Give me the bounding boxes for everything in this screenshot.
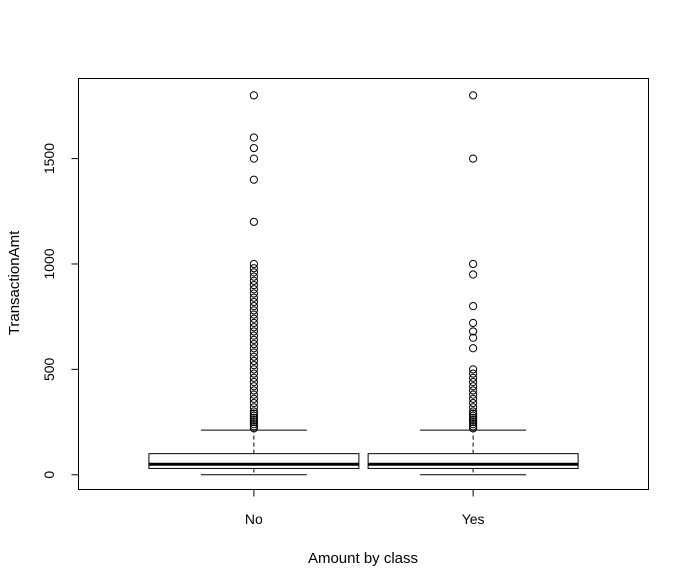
- outlier-point: [249, 264, 258, 273]
- outlier-point: [469, 415, 478, 425]
- outlier-point: [249, 175, 258, 184]
- outlier-point: [249, 280, 258, 290]
- box-yes: [367, 91, 579, 476]
- outlier-point: [249, 285, 258, 294]
- outlier-point: [249, 415, 258, 425]
- outlier-point: [249, 422, 258, 431]
- outlier-point: [249, 314, 258, 323]
- outlier-point: [469, 154, 478, 163]
- outlier-point: [469, 373, 478, 382]
- outlier-point: [469, 403, 478, 412]
- plot-frame: [78, 78, 649, 490]
- outlier-point: [249, 91, 258, 100]
- outlier-point: [249, 331, 258, 340]
- outlier-point: [249, 356, 258, 366]
- x-axis: No Yes: [245, 489, 485, 527]
- outlier-point: [249, 268, 258, 277]
- outlier-point: [469, 365, 478, 374]
- outlier-point: [469, 382, 478, 391]
- iqr-box: [367, 453, 579, 469]
- outlier-point: [469, 318, 478, 328]
- outlier-point: [249, 382, 258, 391]
- outlier-point: [469, 386, 478, 395]
- outlier-point: [249, 417, 258, 427]
- outlier-point: [249, 272, 258, 281]
- outlier-point: [249, 339, 258, 349]
- outlier-point: [469, 369, 478, 378]
- outlier-point: [249, 390, 258, 399]
- outlier-point: [249, 361, 258, 370]
- outlier-point: [469, 333, 478, 342]
- outlier-point: [249, 217, 258, 226]
- iqr-box: [148, 453, 360, 469]
- outlier-point: [249, 394, 258, 403]
- outlier-point: [249, 373, 258, 382]
- outlier-point: [469, 422, 478, 431]
- outlier-point: [469, 91, 478, 100]
- outlier-point: [249, 297, 258, 307]
- outlier-point: [249, 327, 258, 336]
- outlier-point: [469, 413, 478, 422]
- outlier-point: [249, 413, 258, 422]
- outlier-point: [249, 403, 258, 412]
- outlier-point: [249, 386, 258, 395]
- outlier-point: [469, 420, 478, 429]
- box-no: [148, 91, 360, 476]
- outlier-point: [249, 365, 258, 374]
- outlier-point: [249, 398, 258, 408]
- outlier-point: [249, 143, 258, 153]
- outlier-point: [249, 348, 258, 357]
- outlier-point: [469, 398, 478, 408]
- outlier-point: [469, 411, 478, 420]
- y-axis-title: TransactionAmt: [6, 230, 23, 335]
- box-group: [148, 91, 579, 476]
- outlier-point: [249, 352, 258, 361]
- outlier-point: [249, 276, 258, 285]
- x-axis-title: Amount by class: [308, 550, 418, 567]
- y-tick-label: 1500: [41, 143, 57, 174]
- x-tick-label: No: [245, 511, 263, 527]
- y-tick-label: 500: [41, 357, 57, 381]
- outlier-point: [249, 411, 258, 420]
- outlier-point: [249, 306, 258, 315]
- outlier-point: [249, 318, 258, 328]
- outlier-point: [249, 289, 258, 298]
- outlier-point: [249, 302, 258, 311]
- outlier-point: [249, 133, 258, 142]
- outlier-point: [469, 377, 478, 387]
- outlier-point: [249, 259, 258, 269]
- outlier-point: [469, 407, 478, 416]
- outlier-point: [469, 390, 478, 399]
- outlier-point: [469, 270, 478, 279]
- outlier-point: [469, 424, 478, 433]
- outlier-point: [469, 417, 478, 427]
- outlier-point: [469, 302, 478, 311]
- y-tick-label: 0: [41, 471, 57, 479]
- y-tick-label: 1000: [41, 248, 57, 279]
- outlier-point: [249, 420, 258, 429]
- outlier-point: [469, 327, 478, 336]
- outlier-point: [249, 369, 258, 378]
- outlier-point: [469, 259, 478, 269]
- outlier-point: [249, 293, 258, 302]
- outlier-point: [249, 407, 258, 416]
- outlier-point: [249, 323, 258, 332]
- outlier-point: [249, 310, 258, 319]
- y-axis: 0 500 1000 1500: [41, 143, 79, 479]
- outlier-point: [249, 154, 258, 163]
- outlier-point: [469, 394, 478, 403]
- x-tick-label: Yes: [462, 511, 485, 527]
- outlier-point: [249, 424, 258, 433]
- outlier-point: [249, 409, 258, 418]
- outlier-point: [249, 335, 258, 344]
- outlier-point: [469, 344, 478, 353]
- outlier-point: [249, 344, 258, 353]
- outlier-point: [249, 377, 258, 387]
- outlier-point: [469, 409, 478, 418]
